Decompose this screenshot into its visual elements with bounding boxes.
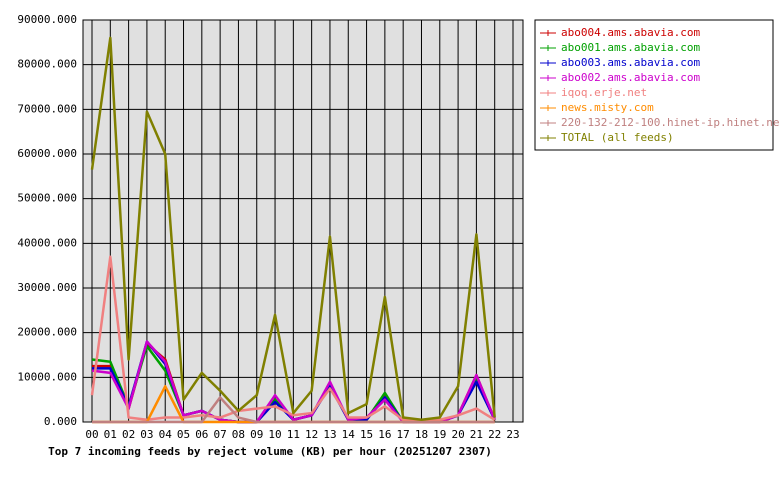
x-tick-label: 22 (488, 428, 501, 441)
series-line (90, 36, 496, 422)
legend-label: iqoq.erje.net (561, 86, 647, 99)
y-tick-label: 20000.000 (17, 326, 77, 339)
legend-label: abo001.ams.abavia.com (561, 41, 700, 54)
x-tick-label: 12 (305, 428, 318, 441)
y-tick-label: 10000.000 (17, 370, 77, 383)
chart-title: Top 7 incoming feeds by reject volume (K… (48, 445, 492, 458)
x-tick-label: 17 (397, 428, 410, 441)
plot-area (82, 19, 524, 423)
x-tick-label: 10 (268, 428, 281, 441)
y-tick-label: 90000.000 (17, 13, 77, 26)
x-tick-label: 13 (323, 428, 336, 441)
y-tick-label: 80000.000 (17, 58, 77, 71)
y-tick-label: 70000.000 (17, 102, 77, 115)
x-tick-label: 19 (433, 428, 446, 441)
x-tick-label: 23 (506, 428, 519, 441)
y-tick-label: 60000.000 (17, 147, 77, 160)
legend-label: 220-132-212-100.hinet-ip.hinet.net (561, 116, 780, 129)
x-tick-label: 06 (195, 428, 208, 441)
x-tick-label: 00 (85, 428, 98, 441)
legend (534, 19, 774, 151)
y-tick-label: 30000.000 (17, 281, 77, 294)
legend-label: abo002.ams.abavia.com (561, 71, 700, 84)
x-tick-label: 04 (159, 428, 173, 441)
y-tick-label: 50000.000 (17, 192, 77, 205)
y-tick-label: 0.000 (44, 415, 77, 428)
x-tick-label: 01 (104, 428, 117, 441)
legend-label: abo004.ams.abavia.com (561, 26, 700, 39)
x-tick-label: 05 (177, 428, 190, 441)
legend-label: news.misty.com (561, 101, 654, 114)
x-tick-label: 15 (360, 428, 373, 441)
x-tick-label: 11 (287, 428, 300, 441)
x-tick-label: 21 (470, 428, 483, 441)
series-line (92, 396, 495, 424)
x-tick-label: 08 (232, 428, 245, 441)
x-tick-label: 07 (214, 428, 227, 441)
legend-label: abo003.ams.abavia.com (561, 56, 700, 69)
y-tick-label: 40000.000 (17, 236, 77, 249)
legend-label: TOTAL (all feeds) (561, 131, 674, 144)
x-tick-label: 09 (250, 428, 263, 441)
x-tick-label: 03 (140, 428, 153, 441)
x-tick-label: 16 (378, 428, 391, 441)
x-tick-label: 18 (415, 428, 428, 441)
x-tick-label: 02 (122, 428, 135, 441)
x-tick-label: 20 (451, 428, 464, 441)
x-tick-label: 14 (342, 428, 356, 441)
